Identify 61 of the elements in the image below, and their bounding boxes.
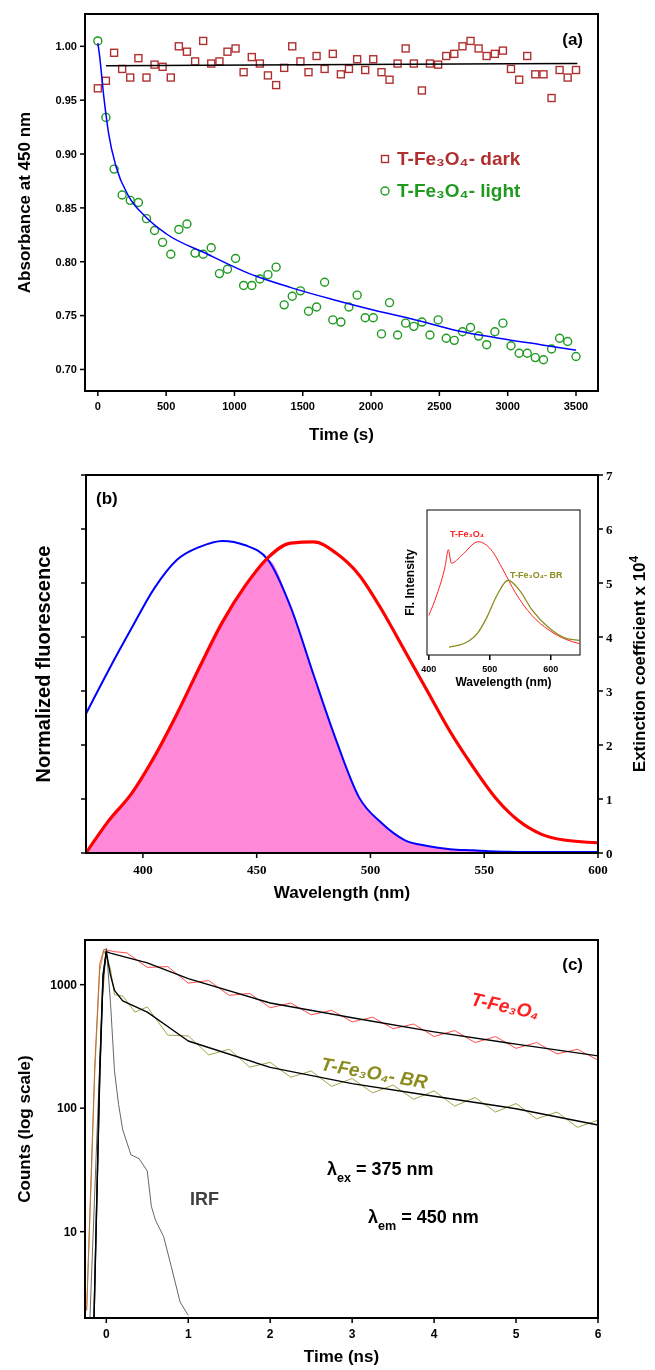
x-tick-label: 1 [184, 1327, 192, 1341]
x-tick-label: 1000 [222, 400, 247, 412]
annotation: (c) [562, 955, 583, 974]
x-tick-label: 450 [246, 862, 267, 877]
annotation: (a) [562, 30, 583, 49]
y-axis-title: Absorbance at 450 nm [15, 111, 34, 294]
x-tick-label: 0 [94, 400, 101, 412]
y-tick-label: 1000 [50, 977, 78, 992]
x-tick-label: 500 [360, 862, 381, 877]
x-tick-label: 3 [348, 1327, 356, 1341]
y-tick-label: 0.75 [55, 309, 77, 322]
y2-tick-label: 4 [606, 629, 613, 645]
y2-tick-label: 7 [606, 467, 613, 483]
series-label: T-Fe₃O₄ [450, 529, 484, 539]
y2-tick-label: 2 [606, 737, 613, 753]
y-tick-label: 0.85 [55, 201, 77, 214]
x-tick-label: 600 [543, 664, 559, 674]
legend-label: T-Fe₃O₄- dark [397, 148, 521, 169]
y-axis-title: Fl. Intensity [403, 548, 417, 616]
x-axis-title: Time (ns) [303, 1347, 380, 1366]
annotation: λ$_{ex}$ = 375 nm [327, 1159, 434, 1185]
text: T-Fe₃O₄ [469, 988, 541, 1024]
x-tick-label: 500 [482, 664, 498, 674]
x-axis-title: Wavelength (nm) [273, 883, 411, 902]
legend-label: T-Fe₃O₄- light [397, 180, 522, 201]
y2-tick-label: 3 [606, 683, 613, 699]
y2-tick-label: 5 [606, 575, 613, 591]
y-tick-label: 1.00 [55, 40, 77, 53]
y-axis-title: Counts (log scale) [15, 1055, 34, 1203]
y-axis-title: Normalized fluorescence [32, 545, 54, 783]
y-tick-label: 100 [56, 1101, 78, 1116]
y-tick-label: 0.70 [55, 363, 77, 376]
x-tick-label: 600 [588, 862, 608, 877]
y2-tick-label: 0 [606, 845, 613, 861]
text: T-Fe₃O₄- BR [319, 1053, 430, 1093]
x-tick-label: 400 [421, 664, 437, 674]
x-tick-label: 500 [156, 400, 176, 412]
x-tick-label: 2500 [427, 400, 452, 412]
x-tick-label: 3500 [563, 400, 589, 412]
y2-tick-label: 6 [606, 521, 613, 537]
y-tick-label: 0.90 [55, 147, 77, 160]
x-tick-label: 2000 [358, 400, 384, 412]
annotation: (b) [96, 489, 118, 508]
y2-tick-label: 1 [606, 791, 613, 807]
series-label: T-Fe₃O₄- BR [510, 570, 563, 580]
x-tick-label: 4 [430, 1327, 438, 1341]
y-tick-label: 0.95 [55, 94, 77, 107]
x-axis-title: Time (s) [309, 425, 374, 444]
x-tick-label: 1500 [290, 400, 316, 412]
x-axis-title: Wavelength (nm) [455, 675, 552, 689]
x-tick-label: 400 [133, 862, 153, 877]
x-tick-label: 6 [594, 1327, 602, 1341]
y-tick-label: 10 [63, 1224, 78, 1239]
x-tick-label: 0 [102, 1327, 110, 1341]
annotation: λ$_{em}$ = 450 nm [368, 1207, 479, 1233]
series-label: IRF [190, 1189, 219, 1209]
x-tick-label: 550 [474, 862, 494, 877]
x-tick-label: 5 [512, 1327, 520, 1341]
y-tick-label: 0.80 [55, 255, 77, 268]
x-tick-label: 2 [266, 1327, 274, 1341]
x-tick-label: 3000 [495, 400, 520, 412]
